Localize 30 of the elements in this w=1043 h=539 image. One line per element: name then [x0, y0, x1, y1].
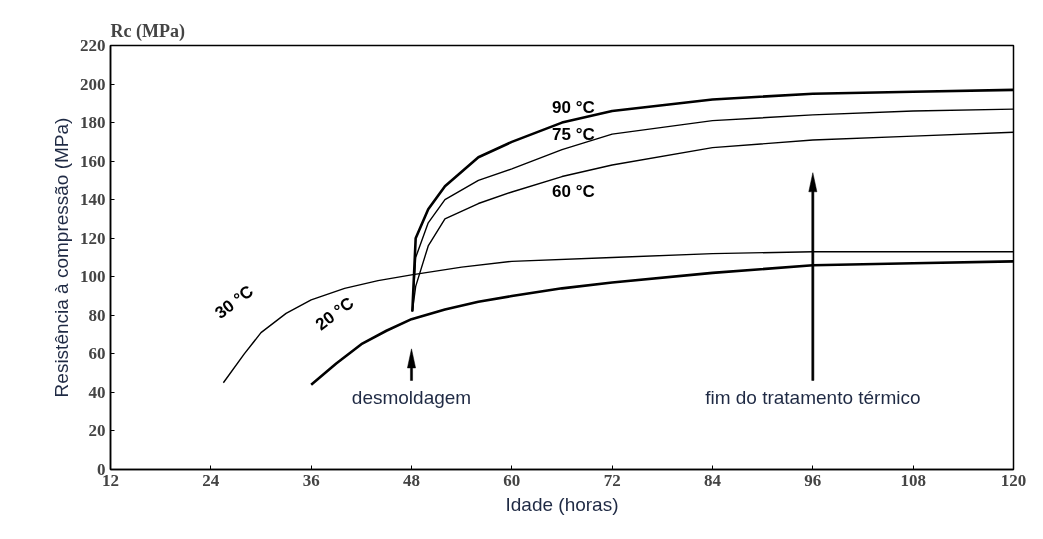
y-tick-label: 40 [88, 382, 106, 402]
text: 30 °C [211, 281, 258, 323]
x-tick-label: 36 [302, 470, 320, 490]
ref-line-label: desmoldagem [351, 386, 472, 408]
y-tick-label: 200 [80, 74, 106, 94]
series-label: 90 °C [552, 97, 595, 117]
y-tick-label: 80 [88, 305, 106, 325]
y-tick-label: 20 [88, 421, 106, 441]
y-tick-label: 100 [80, 267, 106, 287]
x-axis-title: Idade (horas) [505, 493, 619, 515]
x-tick-label: 48 [403, 470, 420, 490]
text: Rc (MPa) [110, 20, 185, 42]
y-tick-label: 140 [80, 190, 106, 210]
y-tick-label: 120 [80, 228, 106, 248]
x-tick-label: 108 [900, 470, 926, 490]
y-tick-label: 180 [80, 113, 106, 133]
x-tick-label: 120 [1000, 470, 1027, 490]
x-tick-label: 84 [704, 470, 722, 490]
series-label: 60 °C [552, 181, 595, 201]
x-tick-label: 72 [603, 470, 621, 490]
series-label: 75 °C [552, 124, 595, 144]
x-tick-label: 60 [503, 470, 521, 490]
x-tick-label: 96 [804, 470, 822, 490]
y-tick-label: 160 [80, 151, 106, 171]
ref-line-label: fim do tratamento térmico [705, 386, 921, 408]
y-tick-label: 60 [88, 344, 106, 364]
y-axis-title: Resistência à compressão (MPa) [51, 117, 72, 398]
text: 20 °C [311, 293, 358, 335]
x-tick-label: 24 [202, 470, 220, 490]
y-tick-label: 220 [80, 36, 106, 55]
